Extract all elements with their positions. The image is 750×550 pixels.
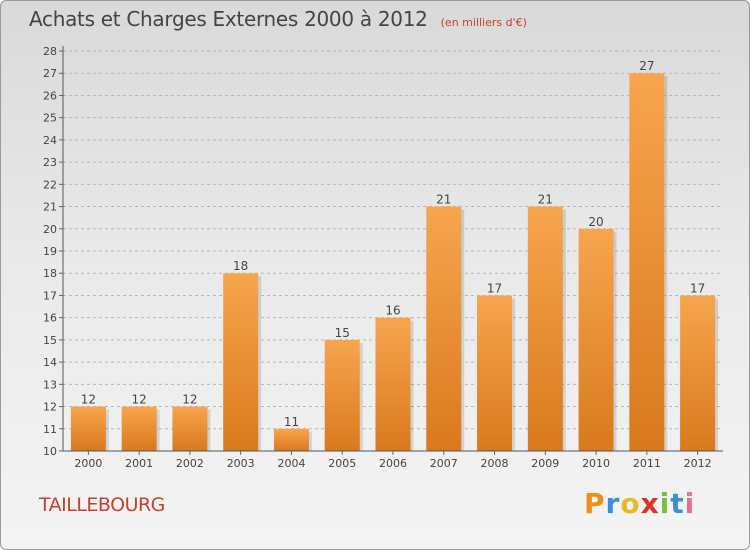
x-tick-label: 2008 — [481, 457, 509, 470]
data-label-2005: 15 — [335, 326, 350, 340]
bar-2005 — [324, 339, 360, 451]
chart-subtitle: (en milliers d'€) — [440, 16, 527, 29]
y-tick-label: 22 — [43, 178, 57, 191]
y-tick-label: 20 — [43, 223, 57, 236]
x-tick-label: 2007 — [430, 457, 458, 470]
bar-2008 — [477, 295, 513, 451]
logo-letter: r — [605, 487, 621, 520]
x-tick-label: 2001 — [125, 457, 153, 470]
logo-letter: t — [670, 487, 685, 520]
y-tick-label: 26 — [43, 89, 57, 102]
bars — [70, 73, 719, 451]
x-tick-label: 2010 — [582, 457, 610, 470]
data-label-2004: 11 — [284, 415, 299, 429]
y-tick-label: 15 — [43, 334, 57, 347]
y-tick-label: 11 — [43, 423, 57, 436]
bar-2003 — [223, 273, 259, 451]
logo-letter: x — [640, 487, 660, 520]
y-tick-label: 10 — [43, 445, 57, 458]
y-tick-label: 23 — [43, 156, 57, 169]
data-label-2001: 12 — [132, 393, 147, 407]
logo-letter: P — [584, 487, 606, 520]
data-label-2009: 21 — [538, 193, 553, 207]
y-tick-label: 24 — [43, 134, 57, 147]
data-label-2007: 21 — [436, 193, 451, 207]
x-tick-label: 2005 — [328, 457, 356, 470]
y-tick-label: 12 — [43, 401, 57, 414]
y-tick-label: 17 — [43, 289, 57, 302]
x-tick-label: 2004 — [277, 457, 305, 470]
y-tick-label: 18 — [43, 267, 57, 280]
x-tick-label: 2011 — [633, 457, 661, 470]
x-axis-ticks: 2000 2001 2002 2003 2004 2005 2006 2007 2008 2009… — [74, 451, 712, 470]
logo-letter: i — [659, 487, 671, 520]
bar-2010 — [578, 228, 614, 451]
bar-2004 — [273, 428, 309, 451]
bar-2000 — [70, 406, 106, 451]
x-tick-label: 2012 — [684, 457, 712, 470]
y-tick-label: 19 — [43, 245, 57, 258]
data-label-2011: 27 — [639, 59, 654, 73]
data-label-2006: 16 — [385, 304, 400, 318]
bar-2011 — [629, 73, 665, 451]
data-label-2008: 17 — [487, 281, 502, 295]
y-tick-label: 27 — [43, 67, 57, 80]
data-labels: 12 12 12 18 11 15 16 21 17 21 20 27 17 — [81, 59, 706, 429]
data-label-2012: 17 — [690, 281, 705, 295]
data-label-2010: 20 — [588, 215, 603, 229]
y-axis-ticks: 10 11 12 13 14 15 16 17 18 19 20 21 22 23 24 25 26 27 28 — [43, 45, 63, 458]
y-tick-label: 13 — [43, 378, 57, 391]
axes — [62, 46, 723, 452]
proxiti-logo[interactable]: Proxiti — [584, 487, 695, 520]
y-tick-label: 25 — [43, 112, 57, 125]
bar-2001 — [121, 406, 157, 451]
x-tick-label: 2006 — [379, 457, 407, 470]
x-tick-label: 2003 — [227, 457, 255, 470]
title-block: Achats et Charges Externes 2000 à 2012 (… — [29, 7, 527, 31]
data-label-2000: 12 — [81, 393, 96, 407]
logo-letter: i — [684, 487, 696, 520]
town-name: TAILLEBOURG — [39, 494, 165, 516]
bar-2006 — [375, 317, 411, 451]
y-tick-label: 21 — [43, 201, 57, 214]
logo-letter: o — [620, 487, 641, 520]
bar-2009 — [527, 206, 563, 451]
y-tick-label: 28 — [43, 45, 57, 58]
y-tick-label: 14 — [43, 356, 57, 369]
bar-2007 — [426, 206, 462, 451]
chart-title: Achats et Charges Externes 2000 à 2012 — [29, 7, 428, 31]
data-label-2003: 18 — [233, 259, 248, 273]
bar-2002 — [172, 406, 208, 451]
x-tick-label: 2009 — [531, 457, 559, 470]
data-label-2002: 12 — [182, 393, 197, 407]
x-tick-label: 2000 — [74, 457, 102, 470]
x-tick-label: 2002 — [176, 457, 204, 470]
y-tick-label: 16 — [43, 312, 57, 325]
bar-2012 — [680, 295, 716, 451]
